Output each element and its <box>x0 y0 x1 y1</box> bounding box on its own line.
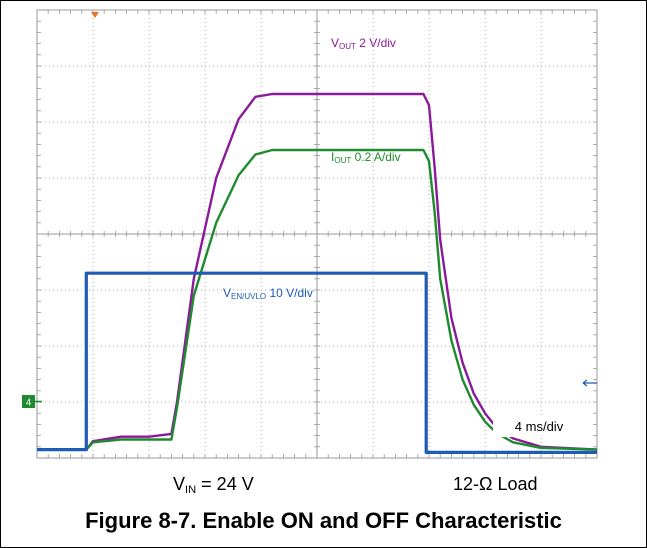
trace-label: IOUT 0.2 A/div <box>331 150 401 165</box>
graticule <box>36 9 598 459</box>
timebase-box <box>493 415 585 437</box>
trigger-position-marker <box>91 12 99 18</box>
figure-caption: Figure 8-7. Enable ON and OFF Characteri… <box>85 508 562 533</box>
trace-en-uvlo <box>37 271 597 454</box>
trace-label: VEN/UVLO 10 V/div <box>223 286 313 301</box>
input-voltage-condition: VIN = 24 V <box>173 474 254 496</box>
trace-out <box>37 92 598 451</box>
channel-4-marker: 4 <box>22 395 42 409</box>
trace-out <box>37 148 598 451</box>
trigger-level-arrow <box>582 379 597 387</box>
load-condition: 12-Ω Load <box>453 474 538 494</box>
oscilloscope-screen: 4 4 ms/div VOUT 2 V/div IOUT 0.2 A/div VEN… <box>22 9 598 459</box>
traces <box>37 92 598 454</box>
trace-label: VOUT 2 V/div <box>331 36 396 51</box>
timebase-label: 4 ms/div <box>515 419 564 434</box>
svg-text:4: 4 <box>26 398 32 409</box>
